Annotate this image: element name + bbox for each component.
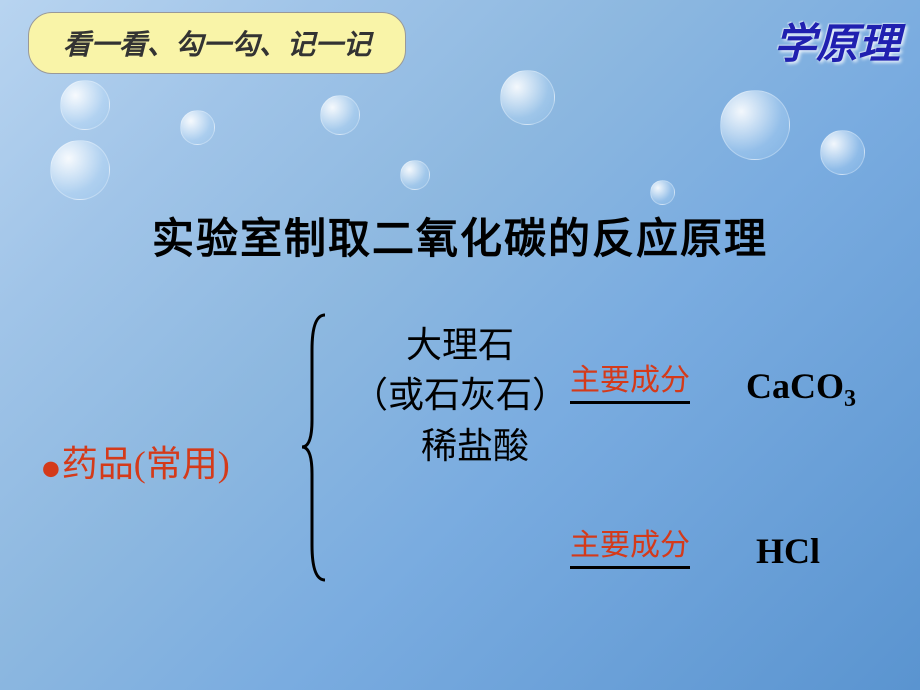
brace-icon bbox=[300, 310, 330, 585]
component-label-1: 主要成分 bbox=[570, 355, 690, 404]
component-wrap-2: 主要成分 bbox=[570, 520, 690, 569]
component-wrap-1: 主要成分 bbox=[570, 355, 690, 404]
instruction-text: 看一看、勾一勾、记一记 bbox=[63, 30, 371, 61]
main-title: 实验室制取二氧化碳的反应原理 bbox=[0, 205, 920, 266]
content-area: ●药品(常用) 大理石 （或石灰石） 主要成分 CaCO3 稀盐酸 主要成分 H… bbox=[40, 320, 880, 471]
formula-1: CaCO3 bbox=[746, 365, 856, 413]
bullet-dot: ● bbox=[40, 448, 62, 488]
component-label-2: 主要成分 bbox=[570, 520, 690, 569]
reagent-label: ●药品(常用) bbox=[40, 435, 230, 489]
formula-text-1: CaCO bbox=[746, 366, 844, 406]
section-title: 学原理 bbox=[774, 10, 900, 71]
formula-sub-1: 3 bbox=[844, 386, 856, 412]
instruction-header: 看一看、勾一勾、记一记 bbox=[28, 12, 406, 74]
reagent-label-text: 药品(常用) bbox=[62, 444, 230, 484]
formula-2: HCl bbox=[756, 530, 820, 572]
material-line1: 大理石 bbox=[40, 320, 880, 370]
